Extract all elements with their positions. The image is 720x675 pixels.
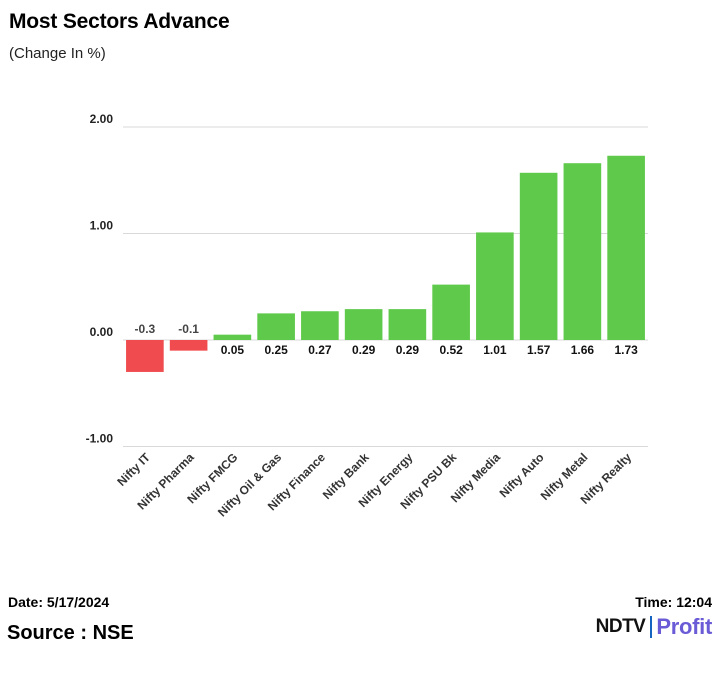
data-label: 0.05	[221, 343, 245, 357]
data-label: 0.29	[352, 343, 376, 357]
bar	[519, 172, 558, 340]
y-tick-label: 2.00	[90, 112, 114, 126]
data-label: 1.66	[571, 343, 595, 357]
data-label: 1.01	[483, 343, 507, 357]
bar	[213, 334, 252, 340]
chart-subtitle: (Change In %)	[9, 45, 106, 62]
data-label: 0.27	[308, 343, 332, 357]
data-label: 1.73	[614, 343, 638, 357]
bar	[476, 232, 514, 340]
data-label: 0.29	[396, 343, 420, 357]
ndtv-profit-logo: NDTV Profit	[595, 614, 713, 640]
chart-title: Most Sectors Advance	[9, 10, 230, 33]
time-label: Time: 12:04	[635, 594, 712, 610]
date-label: Date: 5/17/2024	[8, 594, 110, 610]
y-tick-label: -1.00	[86, 432, 114, 446]
data-label: -0.1	[178, 322, 199, 336]
y-tick-label: 1.00	[90, 219, 114, 233]
logo-divider	[650, 616, 653, 638]
x-tick-label: Nifty IT	[114, 450, 153, 489]
bar	[388, 309, 427, 340]
bar	[257, 313, 295, 340]
bar	[607, 155, 645, 340]
logo-ndtv-text: NDTV	[595, 616, 646, 637]
logo-profit-text: Profit	[656, 614, 712, 639]
bar	[301, 311, 339, 340]
data-label: -0.3	[135, 322, 156, 336]
data-label: 0.25	[264, 343, 288, 357]
bar	[344, 309, 383, 340]
data-label: 1.57	[527, 343, 551, 357]
bar	[563, 163, 602, 340]
bar	[432, 284, 470, 340]
data-label: 0.52	[439, 343, 463, 357]
y-tick-label: 0.00	[90, 325, 114, 339]
bar	[169, 340, 208, 351]
bar	[126, 340, 164, 372]
source-label: Source : NSE	[7, 622, 134, 644]
